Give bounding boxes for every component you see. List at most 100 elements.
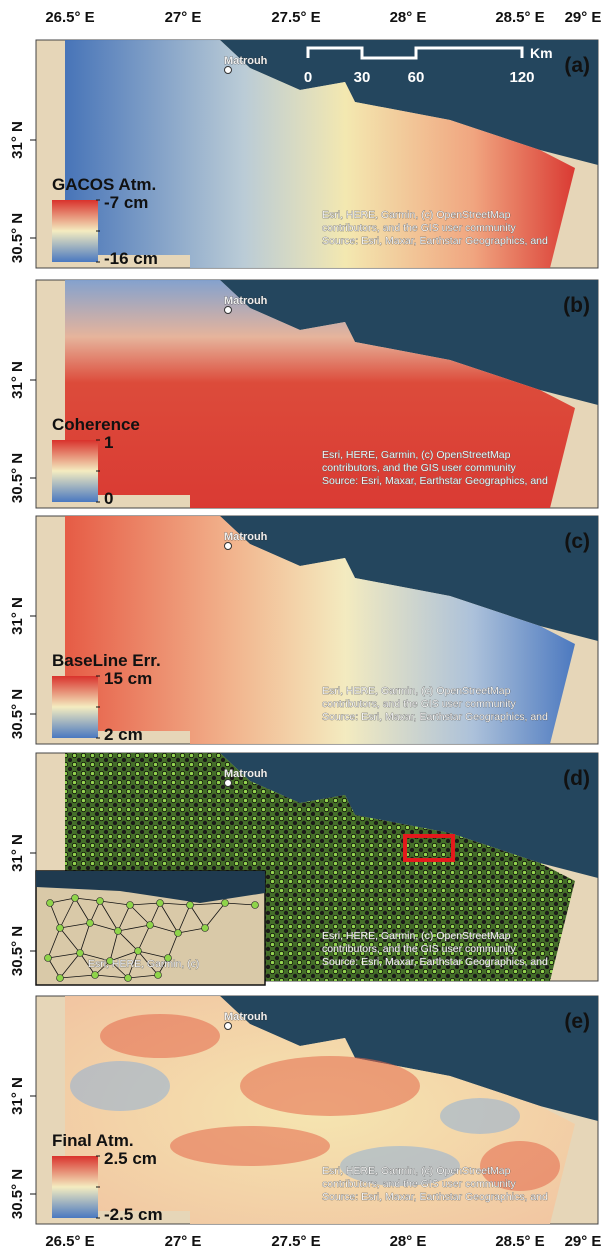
attribution: Esri, HERE, Garmin, (c) OpenStreetMap	[322, 449, 511, 461]
cold-spot	[340, 1146, 460, 1186]
network-node	[154, 971, 162, 979]
panel-label: (e)	[564, 1010, 590, 1033]
hot-spot	[480, 1141, 560, 1191]
network-edge	[79, 952, 111, 962]
inset-sea	[36, 871, 265, 903]
y-tick-label: 31° N	[9, 121, 26, 159]
inset-attribution: Esri, HERE, Garmin, (c)	[88, 958, 199, 970]
legend-bar	[52, 440, 98, 502]
network-node	[124, 974, 132, 982]
attribution: Source: Esri, Maxar, Earthstar Geographi…	[322, 235, 548, 247]
x-tick-label: 27° E	[165, 1233, 202, 1250]
inset: Esri, HERE, Garmin, (c)	[35, 870, 266, 986]
legend-title: BaseLine Err.	[52, 651, 161, 670]
x-tick-label: 26.5° E	[45, 1233, 94, 1250]
scale-label: 60	[408, 69, 425, 86]
sea	[220, 280, 598, 405]
attribution: Esri, HERE, Garmin, (c) OpenStreetMap	[322, 685, 511, 697]
x-tick-label: 28.5° E	[495, 1233, 544, 1250]
y-tick-label: 31° N	[9, 597, 26, 635]
map-panel: Matrouh (b) 31° N 30.5° N Esri, HERE, Garmin…	[9, 279, 599, 509]
network-edge	[109, 960, 129, 979]
network-node	[126, 901, 134, 909]
y-tick-label: 30.5° N	[9, 453, 26, 503]
network-edge	[127, 950, 139, 979]
network-node	[174, 929, 182, 937]
city-label: Matrouh	[224, 768, 268, 780]
data-layer	[65, 516, 575, 744]
network-edge	[177, 904, 191, 934]
network-node	[251, 901, 259, 909]
network-node	[114, 927, 122, 935]
data-layer	[65, 40, 575, 268]
panel-label: (b)	[563, 294, 590, 317]
attribution: Esri, HERE, Garmin, (c) OpenStreetMap	[322, 1165, 511, 1177]
network-edge	[59, 974, 96, 979]
network-node	[201, 924, 209, 932]
hot-spot	[240, 1056, 420, 1116]
network-node	[46, 899, 54, 907]
legend-title: GACOS Atm.	[52, 175, 156, 194]
panel-label: (c)	[564, 530, 590, 553]
legend-max: 1	[104, 433, 113, 452]
city-marker	[224, 306, 232, 314]
network-edge	[189, 902, 226, 906]
network-edge	[167, 932, 179, 959]
network-node	[134, 947, 142, 955]
network-edge	[204, 902, 226, 929]
network-edge	[189, 904, 206, 929]
network-edge	[59, 922, 91, 929]
network-edge	[89, 922, 119, 932]
city-marker	[224, 1022, 232, 1030]
city-label: Matrouh	[224, 1011, 268, 1023]
panel-label: (a)	[564, 54, 590, 77]
network-edge	[79, 952, 96, 976]
scale-label: 120	[509, 69, 534, 86]
scale-label: 0	[304, 69, 312, 86]
network-edge	[149, 924, 179, 934]
network-node	[56, 974, 64, 982]
sea	[220, 753, 598, 878]
network-edge	[149, 902, 161, 926]
attribution: contributors, and the GIS user community	[322, 462, 517, 474]
network-node	[44, 954, 52, 962]
network-edge	[137, 950, 169, 959]
network-edge	[47, 957, 61, 979]
network-edge	[94, 974, 129, 979]
y-tick-label: 30.5° N	[9, 1169, 26, 1219]
network-edge	[109, 930, 119, 962]
legend-min: 2 cm	[104, 725, 143, 744]
attribution: Esri, HERE, Garmin, (c) OpenStreetMap	[322, 930, 511, 942]
network-edge	[224, 902, 256, 906]
city-label: Matrouh	[224, 531, 268, 543]
attribution: contributors, and the GIS user community	[322, 222, 517, 234]
network-edge	[159, 902, 191, 906]
legend-bar	[52, 1156, 98, 1218]
legend-bar	[52, 676, 98, 738]
network-edge	[99, 900, 119, 932]
network-edge	[59, 897, 76, 929]
y-tick-label: 30.5° N	[9, 213, 26, 263]
x-tick-label: 28.5° E	[495, 9, 544, 26]
network-node	[96, 897, 104, 905]
data-layer	[65, 280, 575, 508]
network-edge	[129, 904, 151, 926]
network-edge	[74, 897, 91, 924]
attribution: Source: Esri, Maxar, Earthstar Geographi…	[322, 475, 548, 487]
sea	[220, 516, 598, 641]
network-node	[91, 971, 99, 979]
network-edge	[109, 950, 139, 962]
network-edge	[117, 924, 151, 932]
network-node	[221, 899, 229, 907]
x-tick-label: 27° E	[165, 9, 202, 26]
attribution: Source: Esri, Maxar, Earthstar Geographi…	[322, 1191, 548, 1203]
legend-title: Coherence	[52, 415, 140, 434]
map-panel: Matrouh (d) 31° N 30.5° N Esri, HERE, Garmin…	[9, 752, 599, 986]
y-tick-label: 30.5° N	[9, 926, 26, 976]
legend-min: -2.5 cm	[104, 1205, 163, 1224]
y-tick-label: 30.5° N	[9, 689, 26, 739]
network-edge	[159, 902, 179, 934]
y-tick-label: 31° N	[9, 834, 26, 872]
network-edge	[129, 902, 161, 906]
